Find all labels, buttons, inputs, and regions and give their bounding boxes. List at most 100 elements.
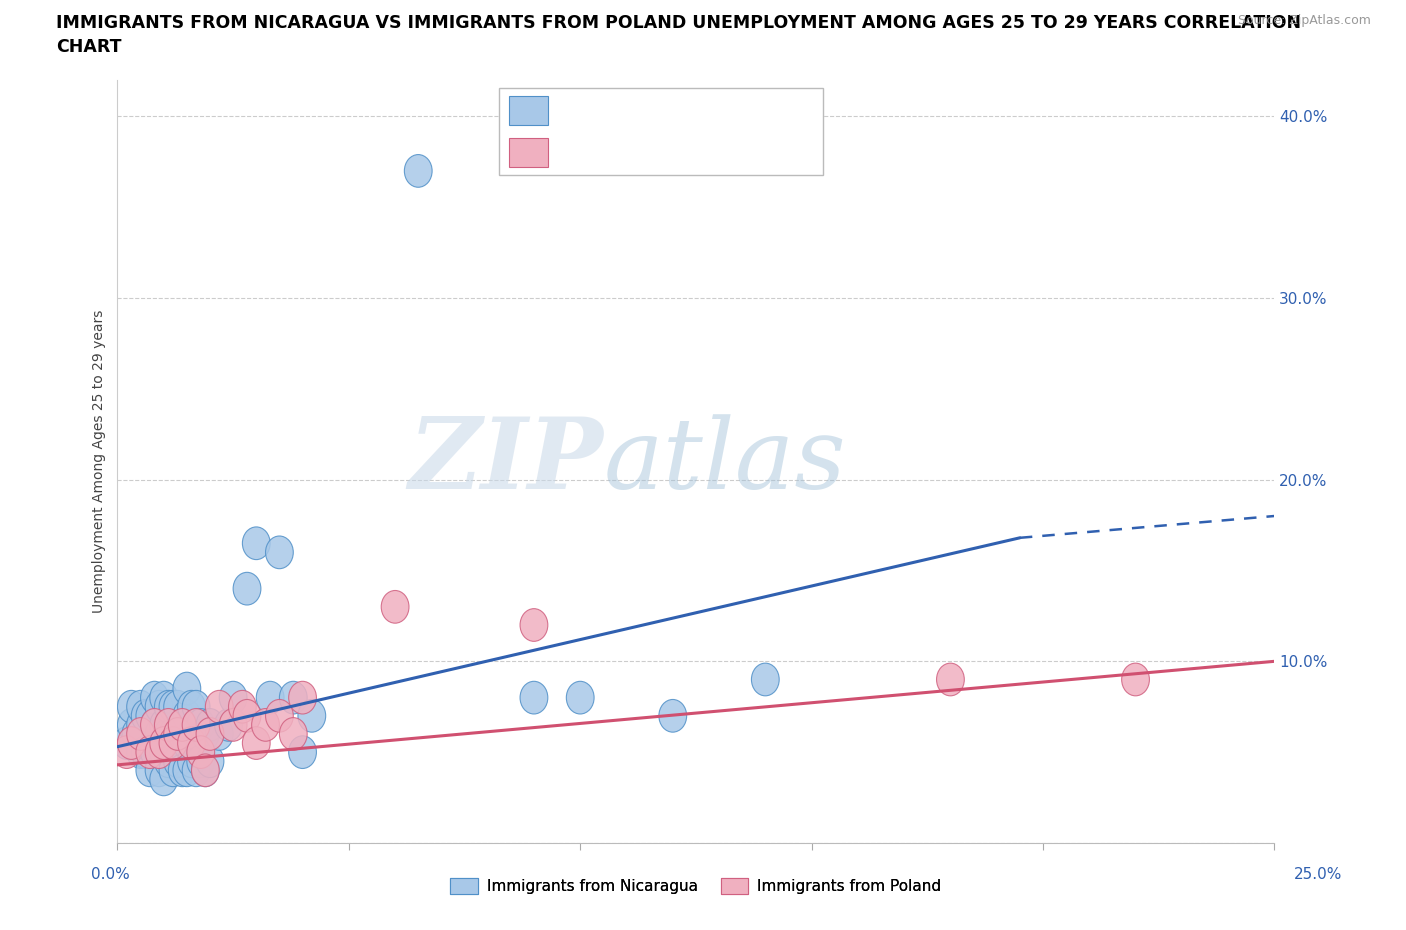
Ellipse shape — [127, 709, 155, 741]
Ellipse shape — [266, 536, 294, 568]
Ellipse shape — [163, 745, 191, 777]
Ellipse shape — [659, 699, 686, 732]
Ellipse shape — [150, 726, 177, 760]
Ellipse shape — [567, 682, 595, 714]
Ellipse shape — [242, 726, 270, 760]
Ellipse shape — [280, 718, 307, 751]
Ellipse shape — [195, 718, 224, 751]
Ellipse shape — [163, 718, 191, 751]
Ellipse shape — [187, 736, 215, 768]
Ellipse shape — [150, 682, 177, 714]
Ellipse shape — [195, 709, 224, 741]
Ellipse shape — [288, 682, 316, 714]
Ellipse shape — [150, 763, 177, 796]
Ellipse shape — [127, 690, 155, 724]
Text: 25.0%: 25.0% — [1295, 867, 1343, 882]
Ellipse shape — [183, 709, 209, 741]
Ellipse shape — [219, 682, 247, 714]
Ellipse shape — [183, 690, 209, 724]
Ellipse shape — [233, 699, 262, 732]
Ellipse shape — [159, 754, 187, 787]
Ellipse shape — [173, 672, 201, 705]
Ellipse shape — [141, 682, 169, 714]
Ellipse shape — [131, 699, 159, 732]
Ellipse shape — [183, 754, 209, 787]
Ellipse shape — [219, 709, 247, 741]
Text: Source: ZipAtlas.com: Source: ZipAtlas.com — [1237, 14, 1371, 27]
Ellipse shape — [159, 690, 187, 724]
Ellipse shape — [131, 736, 159, 768]
Ellipse shape — [150, 709, 177, 741]
Ellipse shape — [136, 754, 163, 787]
Ellipse shape — [229, 690, 256, 724]
Ellipse shape — [173, 726, 201, 760]
Text: IMMIGRANTS FROM NICARAGUA VS IMMIGRANTS FROM POLAND UNEMPLOYMENT AMONG AGES 25 T: IMMIGRANTS FROM NICARAGUA VS IMMIGRANTS … — [56, 14, 1302, 56]
Ellipse shape — [177, 726, 205, 760]
Ellipse shape — [177, 690, 205, 724]
Ellipse shape — [155, 745, 183, 777]
Ellipse shape — [205, 718, 233, 751]
Ellipse shape — [150, 736, 177, 768]
Ellipse shape — [266, 699, 294, 732]
Ellipse shape — [242, 527, 270, 560]
Ellipse shape — [127, 736, 155, 768]
Ellipse shape — [141, 709, 169, 741]
Y-axis label: Unemployment Among Ages 25 to 29 years: Unemployment Among Ages 25 to 29 years — [93, 310, 107, 613]
Ellipse shape — [173, 754, 201, 787]
Ellipse shape — [145, 718, 173, 751]
Ellipse shape — [298, 699, 326, 732]
Ellipse shape — [215, 709, 242, 741]
Ellipse shape — [136, 699, 163, 732]
Text: atlas: atlas — [603, 414, 846, 510]
Ellipse shape — [163, 690, 191, 724]
Ellipse shape — [405, 154, 432, 187]
Ellipse shape — [122, 718, 150, 751]
Ellipse shape — [1122, 663, 1150, 696]
Ellipse shape — [159, 718, 187, 751]
Ellipse shape — [177, 718, 205, 751]
Ellipse shape — [136, 736, 163, 768]
Ellipse shape — [141, 709, 169, 741]
Ellipse shape — [256, 682, 284, 714]
Ellipse shape — [183, 718, 209, 751]
Ellipse shape — [118, 726, 145, 760]
Ellipse shape — [187, 745, 215, 777]
Ellipse shape — [751, 663, 779, 696]
Ellipse shape — [169, 709, 195, 741]
Ellipse shape — [118, 709, 145, 741]
Ellipse shape — [112, 736, 141, 768]
Ellipse shape — [191, 754, 219, 787]
Text: 0.0%: 0.0% — [91, 867, 131, 882]
Ellipse shape — [191, 718, 219, 751]
Ellipse shape — [187, 709, 215, 741]
Ellipse shape — [159, 726, 187, 760]
Ellipse shape — [195, 745, 224, 777]
Ellipse shape — [280, 682, 307, 714]
Ellipse shape — [936, 663, 965, 696]
Text: ZIP: ZIP — [408, 413, 603, 510]
Ellipse shape — [141, 736, 169, 768]
Ellipse shape — [145, 690, 173, 724]
Ellipse shape — [205, 690, 233, 724]
Ellipse shape — [173, 699, 201, 732]
Ellipse shape — [155, 718, 183, 751]
Legend: Immigrants from Nicaragua, Immigrants from Poland: Immigrants from Nicaragua, Immigrants fr… — [444, 872, 948, 900]
Ellipse shape — [145, 736, 173, 768]
Ellipse shape — [381, 591, 409, 623]
Ellipse shape — [163, 718, 191, 751]
Ellipse shape — [155, 690, 183, 724]
Ellipse shape — [145, 754, 173, 787]
Ellipse shape — [288, 736, 316, 768]
Ellipse shape — [233, 572, 262, 605]
Ellipse shape — [155, 709, 183, 741]
Ellipse shape — [252, 709, 280, 741]
Ellipse shape — [127, 718, 155, 751]
Ellipse shape — [169, 709, 195, 741]
Ellipse shape — [520, 608, 548, 642]
Ellipse shape — [118, 690, 145, 724]
Ellipse shape — [191, 754, 219, 787]
Ellipse shape — [177, 745, 205, 777]
Ellipse shape — [112, 726, 141, 760]
Ellipse shape — [169, 754, 195, 787]
Ellipse shape — [520, 682, 548, 714]
